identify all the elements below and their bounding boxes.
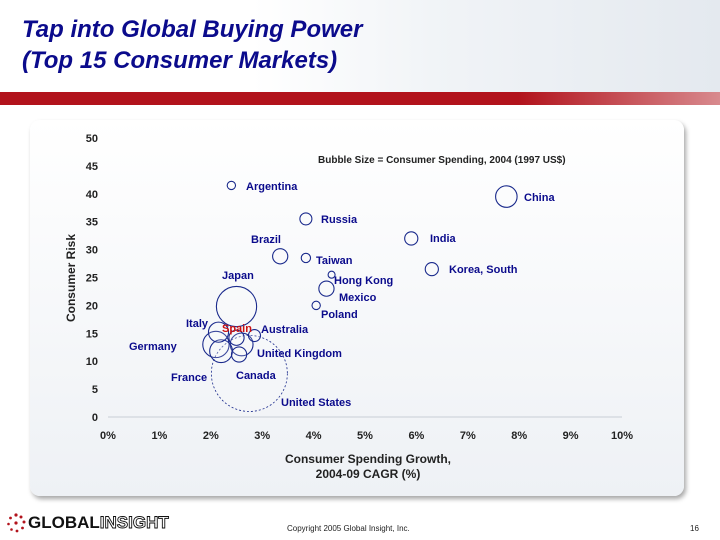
point-label-spain: Spain	[222, 323, 252, 335]
point-label-australia: Australia	[261, 324, 309, 336]
point-label-russia: Russia	[321, 214, 358, 226]
y-tick-label: 10	[86, 356, 98, 368]
x-tick-label: 4%	[306, 430, 322, 442]
chart-panel	[30, 120, 684, 496]
x-tick-label: 1%	[151, 430, 167, 442]
point-label-taiwan: Taiwan	[316, 255, 353, 267]
bubble-russia	[299, 212, 313, 226]
logo-text-global: GLOBAL	[28, 513, 100, 532]
bubble-hong-kong	[327, 270, 336, 279]
x-tick-label: 0%	[100, 430, 116, 442]
point-label-germany: Germany	[129, 341, 178, 353]
point-label-italy: Italy	[186, 318, 209, 330]
x-tick-label: 9%	[563, 430, 579, 442]
bubble-italy	[207, 321, 230, 343]
x-tick-label: 7%	[460, 430, 476, 442]
point-label-united-states: United States	[281, 397, 351, 409]
global-insight-logo: GLOBAL INSIGHT	[4, 508, 169, 538]
point-label-france: France	[171, 372, 207, 384]
x-tick-label: 10%	[611, 430, 633, 442]
bubble-france	[209, 339, 234, 364]
y-axis-label: Consumer Risk	[64, 234, 78, 322]
title-accent-bar	[0, 92, 720, 105]
slide-title-line-2: (Top 15 Consumer Markets)	[22, 47, 338, 74]
x-tick-label: 5%	[357, 430, 373, 442]
point-label-japan: Japan	[222, 270, 254, 282]
x-tick-label: 8%	[511, 430, 527, 442]
point-label-china: China	[524, 192, 555, 204]
y-tick-label: 5	[92, 384, 98, 396]
bubble-china	[495, 185, 518, 208]
bubble-india	[404, 231, 419, 246]
y-tick-label: 50	[86, 133, 98, 145]
x-tick-label: 6%	[408, 430, 424, 442]
bubble-japan	[215, 285, 258, 328]
y-tick-label: 30	[86, 245, 98, 257]
x-tick-label: 2%	[203, 430, 219, 442]
bubble-brazil	[272, 248, 289, 265]
point-label-canada: Canada	[236, 370, 277, 382]
bubble-mexico	[318, 280, 335, 297]
y-tick-label: 0	[92, 412, 98, 424]
bubble-poland	[311, 300, 321, 311]
x-axis-label-line: Consumer Spending Growth,	[285, 452, 451, 466]
y-tick-label: 25	[86, 273, 98, 285]
bubble-argentina	[226, 180, 237, 191]
point-label-mexico: Mexico	[339, 292, 377, 304]
chart-title: Bubble Size = Consumer Spending, 2004 (1…	[318, 155, 566, 166]
bubble-united-states	[210, 335, 288, 412]
logo-dots-icon	[7, 513, 26, 533]
y-tick-label: 45	[86, 161, 98, 173]
slide-title-line-1: Tap into Global Buying Power	[22, 16, 363, 43]
y-tick-label: 35	[86, 217, 98, 229]
point-label-argentina: Argentina	[246, 181, 298, 193]
page-number: 16	[690, 524, 699, 533]
bubble-korea-south	[424, 261, 439, 277]
y-tick-label: 15	[86, 328, 98, 340]
bubble-spain	[228, 329, 245, 346]
logo-text-insight: INSIGHT	[99, 513, 169, 533]
point-label-korea-south: Korea, South	[449, 264, 518, 276]
header-background: Tap into Global Buying Power (Top 15 Con…	[0, 0, 720, 92]
point-label-poland: Poland	[321, 309, 358, 321]
point-label-united-kingdom: United Kingdom	[257, 348, 342, 360]
bubble-canada	[230, 346, 248, 363]
copyright-text: Copyright 2005 Global Insight, Inc.	[287, 524, 410, 533]
bubble-taiwan	[300, 252, 312, 264]
point-label-hong-kong: Hong Kong	[334, 275, 393, 287]
point-label-brazil: Brazil	[251, 234, 281, 246]
y-tick-label: 20	[86, 300, 98, 312]
point-label-india: India	[430, 233, 457, 245]
bubble-australia	[247, 328, 262, 343]
y-tick-label: 40	[86, 189, 98, 201]
x-tick-label: 3%	[254, 430, 270, 442]
x-axis-label-line: 2004-09 CAGR (%)	[316, 467, 421, 481]
